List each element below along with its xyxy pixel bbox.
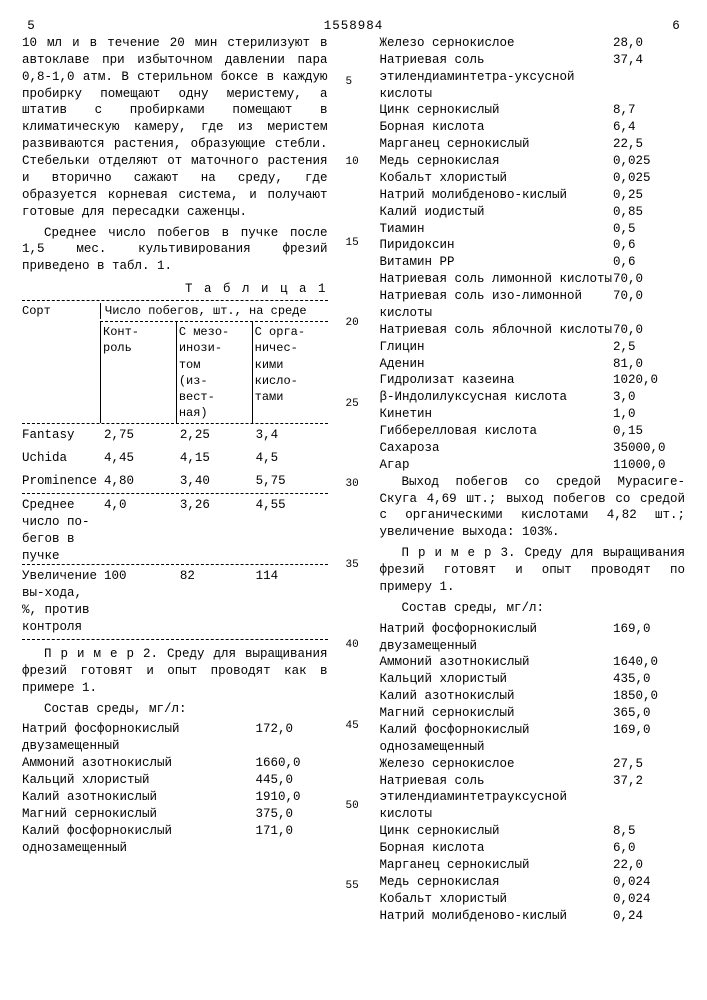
list-item: Железо сернокислое28,0 bbox=[380, 35, 686, 52]
left-column: 10 мл и в течение 20 мин стерилизуют в а… bbox=[22, 35, 328, 925]
page-left: 5 bbox=[22, 18, 40, 35]
line-number: 50 bbox=[346, 799, 362, 814]
list-item: Натриевая соль яблочной кислоты70,0 bbox=[380, 322, 686, 339]
line-number: 25 bbox=[346, 397, 362, 412]
list-item: Натрий молибденово-кислый0,25 bbox=[380, 187, 686, 204]
header: 5 1558984 6 bbox=[22, 18, 685, 35]
table-row: Prominence4,803,405,75 bbox=[22, 470, 328, 493]
line-number: 15 bbox=[346, 236, 362, 251]
table-1: Сорт Число побегов, шт., на среде Конт- … bbox=[22, 300, 328, 640]
list-item: Кобальт хлористый0,024 bbox=[380, 891, 686, 908]
list-item: Тиамин0,5 bbox=[380, 221, 686, 238]
line-number: 45 bbox=[346, 719, 362, 734]
list-item: Калий азотнокислый1850,0 bbox=[380, 688, 686, 705]
line-numbers: 5 10 15 20 25 30 35 40 45 50 55 bbox=[346, 35, 362, 925]
list-item: Марганец сернокислый22,0 bbox=[380, 857, 686, 874]
paragraph: 10 мл и в течение 20 мин стерилизуют в а… bbox=[22, 35, 328, 221]
table-title: Т а б л и ц а 1 bbox=[22, 281, 328, 298]
list-item: Калий азотнокислый1910,0 bbox=[22, 789, 328, 806]
list-item: Натриевая соль лимонной кислоты70,0 bbox=[380, 271, 686, 288]
composition-list: Железо сернокислое28,0Натриевая соль эти… bbox=[380, 35, 686, 474]
list-item: Магний сернокислый365,0 bbox=[380, 705, 686, 722]
list-item: Кальций хлористый445,0 bbox=[22, 772, 328, 789]
avg-label: Среднее число по-бегов в пучке bbox=[22, 497, 100, 565]
list-item: Калий фосфорнокислый однозамещенный171,0 bbox=[22, 823, 328, 857]
list-item: Гибберелловая кислота0,15 bbox=[380, 423, 686, 440]
list-item: Сахароза35000,0 bbox=[380, 440, 686, 457]
table-row: Uchida4,454,154,5 bbox=[22, 447, 328, 470]
list-item: Аммоний азотнокислый1640,0 bbox=[380, 654, 686, 671]
paragraph: Среднее число побегов в пучке после 1,5 … bbox=[22, 225, 328, 276]
list-item: Железо сернокислое27,5 bbox=[380, 756, 686, 773]
line-number: 40 bbox=[346, 638, 362, 653]
list-item: Калий фосфорнокислый однозамещенный169,0 bbox=[380, 722, 686, 756]
list-item: Витамин РР0,6 bbox=[380, 254, 686, 271]
inc-label: Увеличение вы-хода, %, против контроля bbox=[22, 568, 100, 636]
list-item: Медь сернокислая0,025 bbox=[380, 153, 686, 170]
example-2-header: П р и м е р 2. Среду для выращивания фре… bbox=[22, 646, 328, 697]
line-number: 5 bbox=[346, 75, 362, 90]
right-column: Железо сернокислое28,0Натриевая соль эти… bbox=[380, 35, 686, 925]
line-number: 55 bbox=[346, 879, 362, 894]
page-right: 6 bbox=[667, 18, 685, 35]
output-text: Выход побегов со средой Мурасиге-Скуга 4… bbox=[380, 474, 686, 542]
composition-label: Состав среды, мг/л: bbox=[22, 701, 328, 718]
list-item: Натрий фосфорнокислый двузамещенный169,0 bbox=[380, 621, 686, 655]
example-3-header: П р и м е р 3. Среду для выращивания фре… bbox=[380, 545, 686, 596]
list-item: Натриевая соль этилендиаминтетра-уксусно… bbox=[380, 52, 686, 103]
list-item: Натриевая соль изо-лимонной кислоты70,0 bbox=[380, 288, 686, 322]
list-item: Аммоний азотнокислый1660,0 bbox=[22, 755, 328, 772]
list-item: Цинк сернокислый8,5 bbox=[380, 823, 686, 840]
list-item: Медь сернокислая0,024 bbox=[380, 874, 686, 891]
composition-list: Натрий фосфорнокислый двузамещенный172,0… bbox=[22, 721, 328, 856]
page-body: 10 мл и в течение 20 мин стерилизуют в а… bbox=[22, 35, 685, 925]
list-item: Аденин81,0 bbox=[380, 356, 686, 373]
list-item: Натрий фосфорнокислый двузамещенный172,0 bbox=[22, 721, 328, 755]
list-item: Борная кислота6,0 bbox=[380, 840, 686, 857]
col-sort: Сорт bbox=[22, 303, 100, 319]
list-item: Кинетин1,0 bbox=[380, 406, 686, 423]
subcol: С орга- ничес- кими кисло- тами bbox=[253, 322, 328, 423]
col-group: Число побегов, шт., на среде bbox=[100, 303, 328, 319]
line-number: 35 bbox=[346, 558, 362, 573]
composition-list: Натрий фосфорнокислый двузамещенный169,0… bbox=[380, 621, 686, 925]
subcol: С мезо- инози- том (из- вест- ная) bbox=[177, 322, 253, 423]
list-item: Цинк сернокислый8,7 bbox=[380, 102, 686, 119]
list-item: Глицин2,5 bbox=[380, 339, 686, 356]
list-item: Натриевая соль этилендиаминтетрауксусной… bbox=[380, 773, 686, 824]
line-number: 10 bbox=[346, 155, 362, 170]
list-item: Агар11000,0 bbox=[380, 457, 686, 474]
list-item: Кобальт хлористый0,025 bbox=[380, 170, 686, 187]
doc-number: 1558984 bbox=[40, 18, 667, 35]
composition-label: Состав среды, мг/л: bbox=[380, 600, 686, 617]
list-item: Магний сернокислый375,0 bbox=[22, 806, 328, 823]
list-item: Натрий молибденово-кислый0,24 bbox=[380, 908, 686, 925]
list-item: β-Индолилуксусная кислота3,0 bbox=[380, 389, 686, 406]
table-row: Fantasy2,752,253,4 bbox=[22, 424, 328, 447]
list-item: Калий иодистый0,85 bbox=[380, 204, 686, 221]
list-item: Кальций хлористый435,0 bbox=[380, 671, 686, 688]
list-item: Гидролизат казеина1020,0 bbox=[380, 372, 686, 389]
subcol: Конт- роль bbox=[101, 322, 177, 423]
list-item: Пиридоксин0,6 bbox=[380, 237, 686, 254]
line-number: 20 bbox=[346, 316, 362, 331]
list-item: Борная кислота6,4 bbox=[380, 119, 686, 136]
line-number: 30 bbox=[346, 477, 362, 492]
list-item: Марганец сернокислый22,5 bbox=[380, 136, 686, 153]
